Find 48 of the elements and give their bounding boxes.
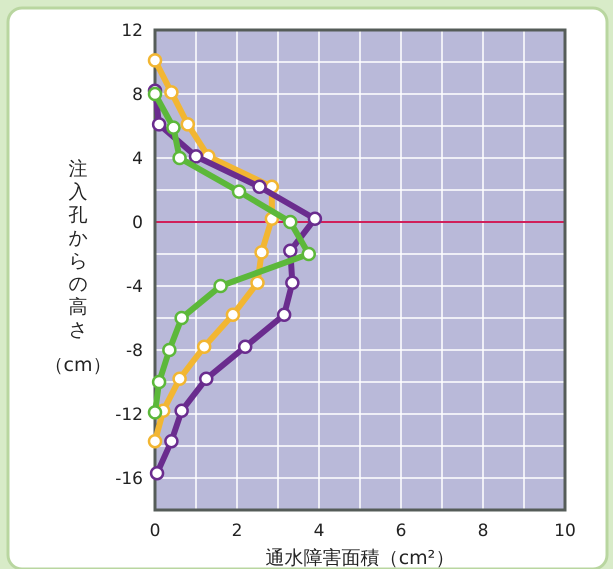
x-axis-title: 通水障害面積（cm²） (266, 547, 454, 569)
point (148, 53, 162, 68)
x-tick-label: 10 (554, 521, 576, 541)
point (174, 310, 189, 326)
point (148, 405, 162, 420)
point (252, 180, 267, 194)
point (254, 245, 269, 260)
point (152, 374, 166, 390)
point (199, 372, 214, 386)
point (232, 184, 246, 199)
x-tick-label: 6 (396, 521, 406, 541)
point (226, 308, 240, 322)
point (188, 149, 204, 164)
point (302, 246, 316, 262)
y-tick-label: -12 (115, 405, 143, 425)
y-tick-label: -16 (115, 469, 143, 489)
point (172, 372, 187, 386)
x-tick-label: 0 (150, 521, 160, 541)
y-tick-label: 0 (132, 213, 143, 233)
point (172, 150, 187, 166)
x-tick-label: 8 (478, 521, 488, 541)
point (174, 404, 189, 418)
point (148, 434, 162, 448)
y-tick-label: 12 (121, 21, 143, 41)
point (238, 340, 252, 354)
y-tick-label: -4 (126, 277, 143, 297)
point (283, 244, 298, 258)
y-tick-label: -8 (126, 341, 143, 361)
y-tick-label: 8 (132, 85, 143, 105)
point (150, 466, 164, 480)
point (162, 342, 177, 358)
point (164, 85, 179, 100)
y-tick-label: 4 (132, 149, 143, 169)
point (164, 434, 179, 448)
text: 注入孔からの高さ（cm） (44, 158, 112, 376)
point (148, 86, 162, 102)
point (180, 117, 196, 132)
point (250, 276, 265, 290)
point (285, 276, 300, 290)
point (213, 278, 228, 294)
x-tick-label: 4 (314, 521, 324, 541)
x-tick-label: 2 (232, 521, 242, 541)
point (283, 214, 298, 230)
point (276, 308, 292, 322)
point (196, 340, 212, 354)
point (308, 212, 322, 226)
point (166, 120, 181, 135)
point (152, 117, 166, 132)
